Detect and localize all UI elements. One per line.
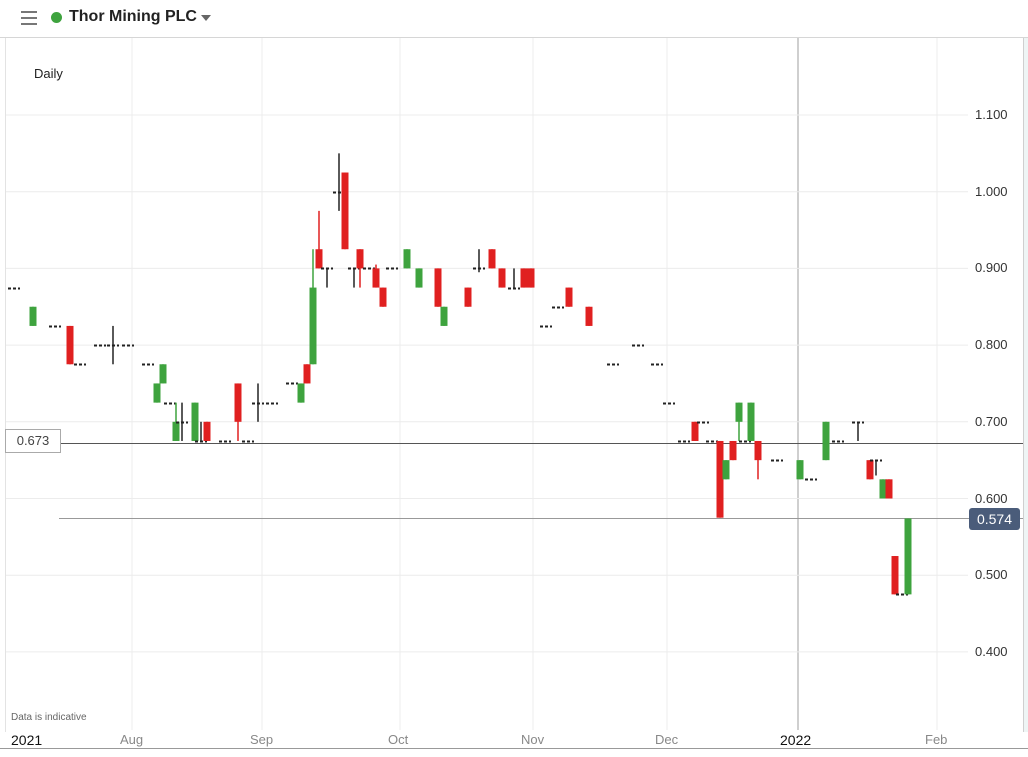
bullish-candle bbox=[153, 383, 161, 403]
reference-price-tag: 0.673 bbox=[5, 429, 61, 453]
bearish-candle bbox=[729, 440, 737, 461]
bearish-candle bbox=[585, 306, 593, 326]
bearish-candle bbox=[885, 479, 893, 499]
instrument-title[interactable]: Thor Mining PLC bbox=[69, 8, 197, 25]
bearish-candle bbox=[379, 287, 387, 307]
instrument-dropdown-chevron-down-icon[interactable] bbox=[201, 15, 211, 21]
y-axis-tick-label: 0.700 bbox=[975, 413, 1008, 429]
bullish-candle bbox=[822, 421, 830, 461]
chart-area[interactable] bbox=[5, 38, 1024, 732]
y-axis-tick-label: 0.800 bbox=[975, 337, 1008, 353]
bearish-candle bbox=[498, 268, 506, 288]
x-axis-tick-label: Dec bbox=[655, 732, 679, 747]
period-label: Daily bbox=[34, 66, 63, 81]
bearish-candle bbox=[356, 249, 364, 269]
chart-scrollbar[interactable] bbox=[1023, 38, 1028, 732]
bearish-candle bbox=[434, 268, 442, 307]
y-axis-tick-label: 1.000 bbox=[975, 183, 1008, 199]
bearish-candle bbox=[691, 421, 699, 441]
y-axis-tick-label: 1.100 bbox=[975, 107, 1008, 122]
header-bar: Thor Mining PLC bbox=[0, 0, 1028, 38]
x-axis-tick-label: Feb bbox=[925, 732, 948, 747]
bullish-candle bbox=[747, 402, 755, 441]
current-price-tag: 0.574 bbox=[969, 508, 1020, 530]
hamburger-menu-icon[interactable] bbox=[21, 11, 37, 25]
bullish-candle bbox=[735, 402, 743, 422]
x-axis-tick-label: 2021 bbox=[11, 732, 43, 748]
bearish-candle bbox=[234, 383, 242, 422]
bullish-candle bbox=[879, 479, 887, 499]
bearish-candle bbox=[891, 556, 899, 595]
bearish-candle bbox=[565, 287, 573, 307]
bearish-candle bbox=[203, 421, 211, 441]
bearish-candle bbox=[520, 268, 528, 288]
bullish-candle bbox=[403, 249, 411, 269]
bearish-candle bbox=[315, 249, 323, 269]
bullish-candle bbox=[172, 421, 180, 441]
bearish-candle bbox=[754, 440, 762, 461]
y-axis-tick-label: 0.900 bbox=[975, 260, 1008, 276]
bullish-candle bbox=[191, 402, 199, 441]
bullish-candle bbox=[722, 460, 730, 480]
bearish-candle bbox=[464, 287, 472, 307]
chart-navigator[interactable] bbox=[0, 748, 1028, 757]
x-axis-tick-label: 2022 bbox=[780, 732, 812, 748]
bearish-candle bbox=[866, 460, 874, 480]
bullish-candle bbox=[415, 268, 423, 288]
y-axis-tick-label: 0.400 bbox=[975, 643, 1008, 659]
bearish-candle bbox=[716, 440, 724, 518]
disclaimer-text: Data is indicative bbox=[11, 712, 87, 723]
bullish-candle bbox=[309, 287, 317, 365]
bullish-candle bbox=[297, 383, 305, 403]
bullish-candle bbox=[159, 364, 167, 384]
market-status-dot-icon bbox=[51, 12, 62, 23]
x-axis-tick-label: Aug bbox=[120, 732, 144, 747]
bearish-candle bbox=[66, 325, 74, 365]
bullish-candle bbox=[29, 306, 37, 326]
bearish-candle bbox=[372, 268, 380, 288]
bullish-candle bbox=[904, 518, 912, 595]
bullish-candle bbox=[796, 460, 804, 480]
bearish-candle bbox=[303, 364, 311, 384]
bearish-candle bbox=[527, 268, 535, 288]
y-axis-tick-label: 0.500 bbox=[975, 567, 1008, 583]
y-axis-tick-label: 0.600 bbox=[975, 490, 1008, 506]
x-axis-tick-label: Oct bbox=[388, 732, 409, 747]
x-axis-tick-label: Nov bbox=[521, 732, 545, 747]
x-axis-tick-label: Sep bbox=[250, 732, 274, 747]
bearish-candle bbox=[488, 249, 496, 269]
bearish-candle bbox=[341, 172, 349, 250]
bullish-candle bbox=[440, 306, 448, 326]
